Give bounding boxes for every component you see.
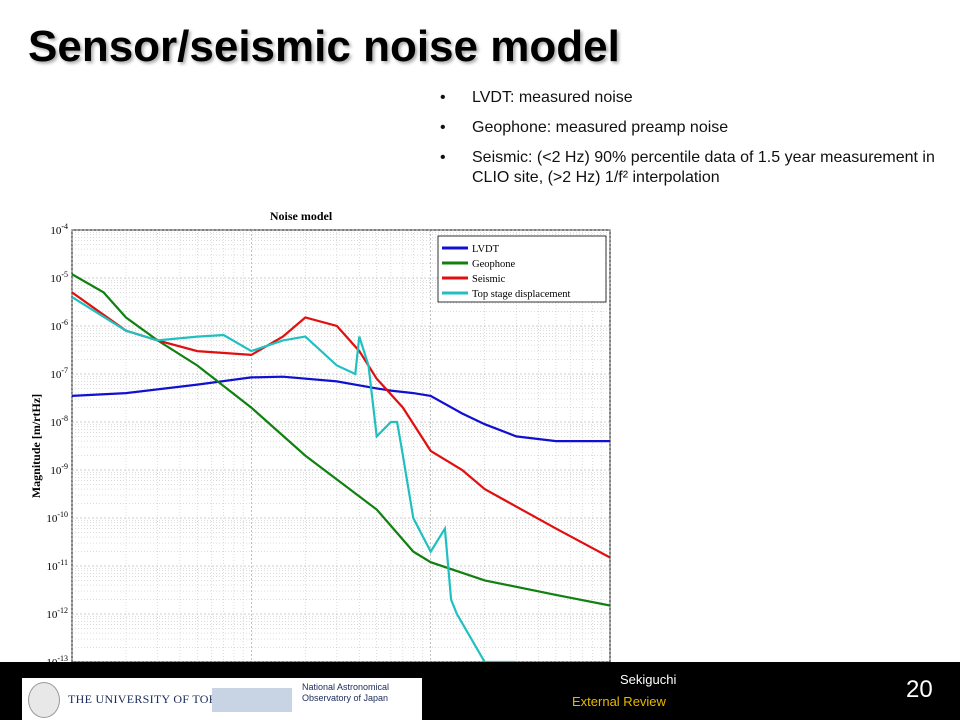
legend-label: Geophone (472, 259, 515, 270)
event-name: External Review (572, 694, 666, 709)
noise-model-chart: 10-1310-1210-1110-1010-910-810-710-610-5… (28, 202, 626, 699)
bullet-item: Geophone: measured preamp noise (440, 118, 950, 138)
y-tick-label: 10-5 (50, 270, 68, 285)
university-name: THE UNIVERSITY OF TOKYO (68, 692, 236, 706)
y-tick-label: 10-12 (46, 606, 68, 621)
series-line-seismic (72, 291, 610, 559)
legend-label: Seismic (472, 274, 506, 285)
slide-title: Sensor/seismic noise model (28, 22, 620, 71)
series-line-top-stage-displacement (72, 296, 517, 662)
slide-number: 20 (906, 676, 933, 703)
bullet-item: LVDT: measured noise (440, 88, 950, 108)
series-line-geophone (72, 273, 610, 607)
bullet-item: Seismic: (<2 Hz) 90% percentile data of … (440, 148, 950, 188)
series-line-lvdt (72, 375, 610, 443)
bullet-list: LVDT: measured noise Geophone: measured … (440, 88, 950, 198)
y-axis-label: Magnitude [m/rtHz] (29, 394, 43, 498)
naoj-label: National Astronomical Observatory of Jap… (302, 682, 390, 703)
chart-title: Noise model (270, 209, 333, 223)
y-tick-label: 10-7 (50, 366, 68, 381)
y-tick-label: 10-10 (46, 510, 68, 525)
y-tick-label: 10-6 (50, 318, 68, 333)
institute-logo-icon (212, 688, 292, 712)
y-tick-label: 10-4 (50, 222, 68, 237)
logo-strip: THE UNIVERSITY OF TOKYO National Astrono… (22, 678, 422, 720)
chart-svg: 10-1310-1210-1110-1010-910-810-710-610-5… (29, 209, 618, 699)
legend-label: Top stage displacement (472, 289, 570, 300)
y-tick-label: 10-8 (50, 414, 68, 429)
legend-label: LVDT (472, 244, 500, 255)
y-tick-label: 10-11 (47, 558, 68, 573)
y-tick-label: 10-9 (50, 462, 68, 477)
university-crest-icon (28, 682, 60, 718)
presenter-name: Sekiguchi (620, 672, 677, 687)
